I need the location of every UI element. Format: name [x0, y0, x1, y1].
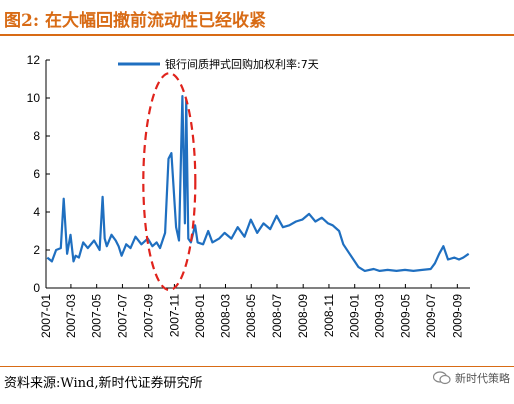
series-group [46, 94, 470, 272]
figure-header: 图2: 在大幅回撤前流动性已经收紧 [0, 0, 514, 36]
x-tick-label: 2009-07 [424, 294, 438, 338]
x-tick-label: 2007-07 [115, 294, 129, 338]
x-tick-label: 2009-01 [348, 294, 362, 338]
x-tick-label: 2007-01 [39, 294, 53, 338]
y-tick-label: 10 [27, 91, 41, 105]
x-tick-label: 2009-05 [398, 294, 412, 338]
highlight-group [142, 72, 197, 292]
y-tick-label: 8 [33, 129, 40, 143]
footer-rule [0, 366, 514, 367]
x-tick-label: 2008-07 [270, 294, 284, 338]
x-tick-label: 2007-05 [90, 294, 104, 338]
x-tick-label: 2008-03 [218, 294, 232, 338]
watermark: 新时代策略 [433, 370, 510, 386]
chart-legend: 银行间质押式回购加权利率:7天 [118, 57, 319, 71]
y-tick-label: 0 [33, 281, 40, 295]
x-tick-label: 2009-03 [373, 294, 387, 338]
y-axis-ticks: 0 2 4 6 8 10 12 [27, 53, 50, 295]
x-tick-label: 2009-09 [450, 294, 464, 338]
x-tick-label: 2007-11 [167, 294, 181, 337]
series-line-0 [46, 94, 470, 272]
x-tick-label: 2008-05 [244, 294, 258, 338]
x-tick-label: 2008-11 [322, 294, 336, 337]
source-note: 资料来源:Wind,新时代证券研究所 [4, 376, 203, 391]
y-tick-label: 2 [33, 243, 40, 257]
highlight-ellipse [142, 72, 197, 292]
x-tick-label: 2008-09 [296, 294, 310, 338]
watermark-text: 新时代策略 [455, 372, 510, 385]
x-tick-label: 2007-09 [142, 294, 156, 338]
wechat-icon [433, 371, 451, 385]
x-tick-label: 2007-03 [64, 294, 78, 338]
y-tick-label: 6 [33, 167, 40, 181]
legend-label: 银行间质押式回购加权利率:7天 [165, 57, 319, 71]
y-tick-label: 4 [33, 205, 40, 219]
y-tick-label: 12 [27, 53, 41, 67]
x-tick-label: 2008-01 [193, 294, 207, 338]
chart-axes [45, 60, 470, 289]
x-axis-ticks: 2007-01 2007-03 2007-05 2007-07 2007-09 2007-… [39, 284, 464, 338]
title-underline [0, 34, 514, 36]
figure-title: 图2: 在大幅回撤前流动性已经收紧 [4, 11, 267, 31]
